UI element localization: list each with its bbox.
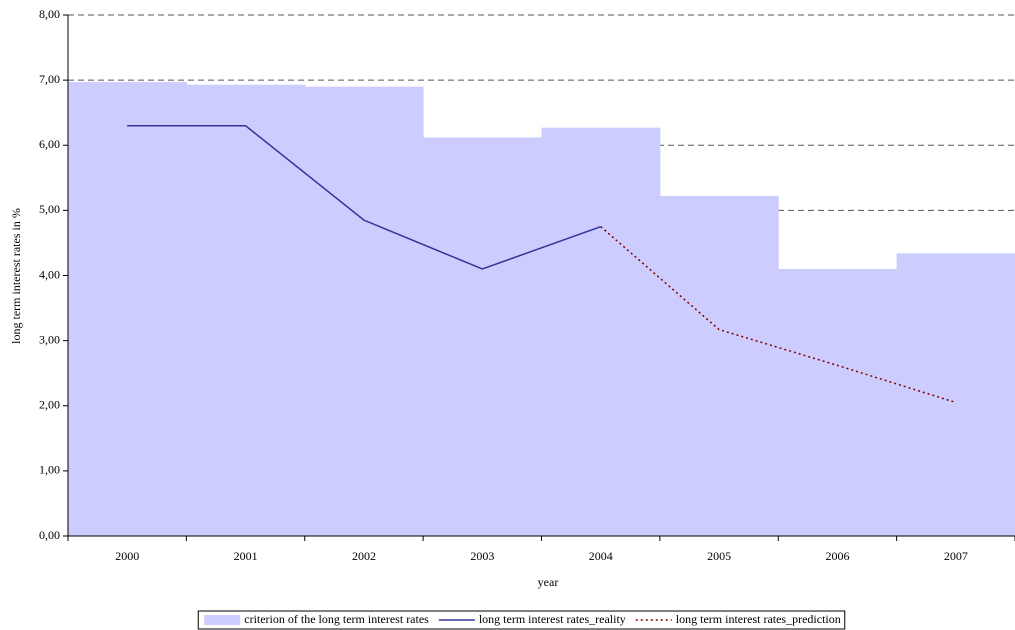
x-tick-label: 2005 bbox=[707, 549, 731, 563]
bar bbox=[896, 253, 1015, 537]
x-tick-label: 2004 bbox=[589, 549, 613, 563]
legend-label: long term interest rates_reality bbox=[479, 612, 626, 626]
y-tick-label: 6,00 bbox=[39, 137, 60, 151]
x-tick-label: 2007 bbox=[944, 549, 968, 563]
x-tick-label: 2002 bbox=[352, 549, 376, 563]
bar bbox=[659, 196, 779, 537]
bar bbox=[423, 137, 542, 536]
y-tick-label: 8,00 bbox=[39, 7, 60, 21]
x-axis-label: year bbox=[538, 575, 559, 589]
y-tick-label: 0,00 bbox=[39, 528, 60, 542]
legend-box bbox=[197, 610, 846, 630]
x-tick-label: 2006 bbox=[825, 549, 849, 563]
x-tick-label: 2003 bbox=[470, 549, 494, 563]
bar bbox=[186, 84, 306, 536]
legend-swatch bbox=[204, 615, 241, 625]
y-tick-label: 3,00 bbox=[39, 332, 60, 346]
legend-label: criterion of the long term interest rate… bbox=[244, 612, 429, 626]
y-tick-label: 7,00 bbox=[39, 72, 60, 86]
bar bbox=[68, 82, 187, 537]
legend: criterion of the long term interest rate… bbox=[197, 610, 846, 630]
legend-label: long term interest rates_prediction bbox=[676, 612, 841, 626]
x-tick-label: 2000 bbox=[115, 549, 139, 563]
y-tick-label: 5,00 bbox=[39, 202, 60, 216]
y-tick-label: 2,00 bbox=[39, 398, 60, 412]
y-tick-label: 1,00 bbox=[39, 463, 60, 477]
y-tick-label: 4,00 bbox=[39, 267, 60, 281]
bar bbox=[778, 268, 898, 536]
x-tick-label: 2001 bbox=[234, 549, 258, 563]
line-series bbox=[127, 124, 601, 270]
bar bbox=[541, 127, 661, 536]
bar bbox=[304, 86, 424, 536]
y-axis-label: long term interest rates in % bbox=[9, 208, 23, 344]
